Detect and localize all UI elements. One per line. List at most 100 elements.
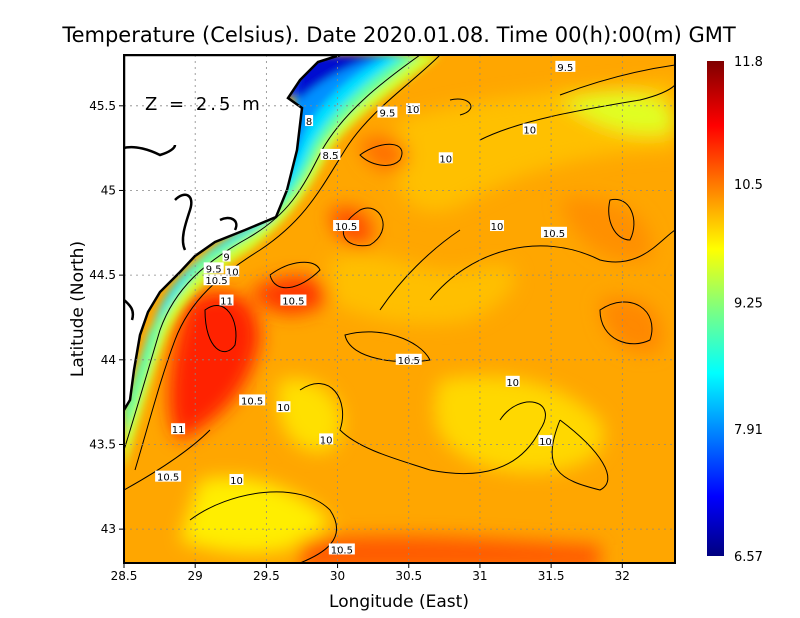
contour-label-bg: [203, 274, 230, 286]
contour-label-text: 9.5: [206, 264, 222, 275]
contour-label-text: 10: [277, 403, 290, 414]
contour-label-bg: [540, 226, 567, 238]
chart-title: Temperature (Celsius). Date 2020.01.08. …: [61, 23, 736, 47]
contour-label-bg: [522, 123, 537, 135]
inland-coastlines: [124, 144, 238, 321]
contour-label: 10.5: [333, 220, 360, 233]
x-tick-label: 30.5: [395, 569, 422, 583]
colorbar-tick-label: 7.91: [734, 423, 763, 438]
contour-label-bg: [219, 294, 234, 306]
x-axis: 28.5 29 29.5 30 30.5 31 31.5 32: [111, 563, 630, 583]
contour-label-bg: [280, 294, 307, 306]
contour-label: 10: [438, 152, 453, 165]
y-tick-label: 43.5: [89, 437, 116, 451]
contour-label: 10: [406, 103, 421, 116]
x-tick-label: 31: [472, 569, 487, 583]
x-tick-label: 29.5: [253, 569, 280, 583]
contour-label-bg: [395, 353, 422, 365]
contour-label-bg: [377, 106, 398, 118]
contour-label-text: 10.5: [543, 229, 565, 240]
contour-label-bg: [438, 152, 453, 164]
contour-label-bg: [320, 148, 341, 160]
contour-label-bg: [239, 394, 266, 406]
contour-label-text: 10.5: [331, 545, 353, 556]
contour-label-bg: [155, 470, 182, 482]
contour-label-bg: [555, 60, 576, 72]
colorbar-tick-label: 11.8: [734, 55, 763, 70]
contour-label-bg: [225, 265, 240, 277]
depth-annotation: Z = 2.5 m: [145, 94, 263, 115]
contour-label: 8: [305, 115, 314, 128]
contour-label: 10.5: [540, 226, 567, 240]
x-tick-label: 31.5: [538, 569, 565, 583]
contour-label-bg: [328, 543, 355, 555]
contour-label-text: 10.5: [241, 396, 263, 407]
contour-label: 10: [319, 433, 334, 446]
contour-label: 10.5: [203, 274, 230, 287]
contour-label: 8.5: [320, 148, 341, 162]
contour-label-text: 10.5: [157, 473, 179, 484]
contour-label-text: 10: [407, 105, 420, 116]
contour-label-text: 10.5: [205, 276, 227, 287]
contour-label: 10: [538, 435, 553, 448]
contour-label-text: 10: [523, 126, 536, 137]
contour-label-text: 10: [539, 437, 552, 448]
contour-label-text: 10: [491, 222, 504, 233]
y-tick-label: 43: [101, 522, 116, 536]
contour-label-text: 9.5: [379, 109, 395, 120]
contour-label: 10: [225, 265, 240, 279]
contour-label-text: 11: [220, 297, 233, 308]
contour-label-bg: [171, 423, 186, 435]
contour-label-bg: [276, 401, 291, 413]
plot-frame: [123, 54, 676, 564]
contour-label: 10.5: [239, 394, 266, 407]
contour-label: 10: [522, 123, 537, 137]
contour-label-text: 10: [320, 435, 333, 446]
y-tick-label: 45.5: [89, 99, 116, 113]
colorbar-ticks: 11.8 10.5 9.25 7.91 6.57: [734, 55, 763, 565]
contour-label-bg: [319, 433, 334, 445]
y-tick-label: 44: [101, 353, 116, 367]
x-tick-label: 32: [615, 569, 630, 583]
contour-label-bg: [538, 435, 553, 447]
colorbar-tick-label: 10.5: [734, 178, 763, 193]
contour-label: 10.5: [155, 470, 182, 484]
contour-label: 11: [219, 294, 234, 308]
contour-label-text: 9: [223, 253, 229, 264]
contour-label-text: 11: [172, 425, 185, 436]
contour-label-text: 10.5: [335, 222, 357, 233]
y-tick-label: 44.5: [89, 268, 116, 282]
grid-lines: [124, 55, 675, 563]
contour-label-bg: [229, 474, 244, 486]
contour-label-bg: [305, 115, 314, 127]
contour-label-bg: [406, 103, 421, 115]
contour-label-text: 10: [506, 378, 519, 389]
contour-label-text: 10: [230, 476, 243, 487]
contour-label: 10: [490, 220, 505, 233]
y-axis-label: Latitude (North): [68, 241, 88, 377]
x-tick-label: 29: [188, 569, 203, 583]
colorbar: [707, 61, 724, 556]
contour-label: 10: [505, 375, 520, 389]
x-tick-label: 28.5: [111, 569, 138, 583]
contour-label-bg: [222, 250, 231, 262]
x-axis-label: Longitude (East): [329, 592, 469, 612]
y-axis: 43 43.5 44 44.5 45 45.5: [89, 99, 124, 536]
contour-label: 10.5: [328, 543, 355, 556]
contour-label-text: 8.5: [322, 151, 338, 162]
colorbar-tick-label: 9.25: [734, 296, 763, 311]
contour-label: 9: [222, 250, 231, 264]
contour-label: 9.5: [203, 262, 224, 275]
contour-label-text: 10: [226, 268, 239, 279]
colorbar-tick-label: 6.57: [734, 550, 763, 565]
contour-label: 11: [171, 423, 186, 436]
contour-label-text: 9.5: [557, 63, 573, 74]
contour-label: 9.5: [377, 106, 398, 120]
contour-label: 10: [229, 474, 244, 487]
contour-label: 9.5: [555, 60, 576, 74]
contour-label: 10.5: [280, 294, 307, 308]
land-mass: [124, 55, 341, 413]
contour-label-bg: [490, 220, 505, 232]
